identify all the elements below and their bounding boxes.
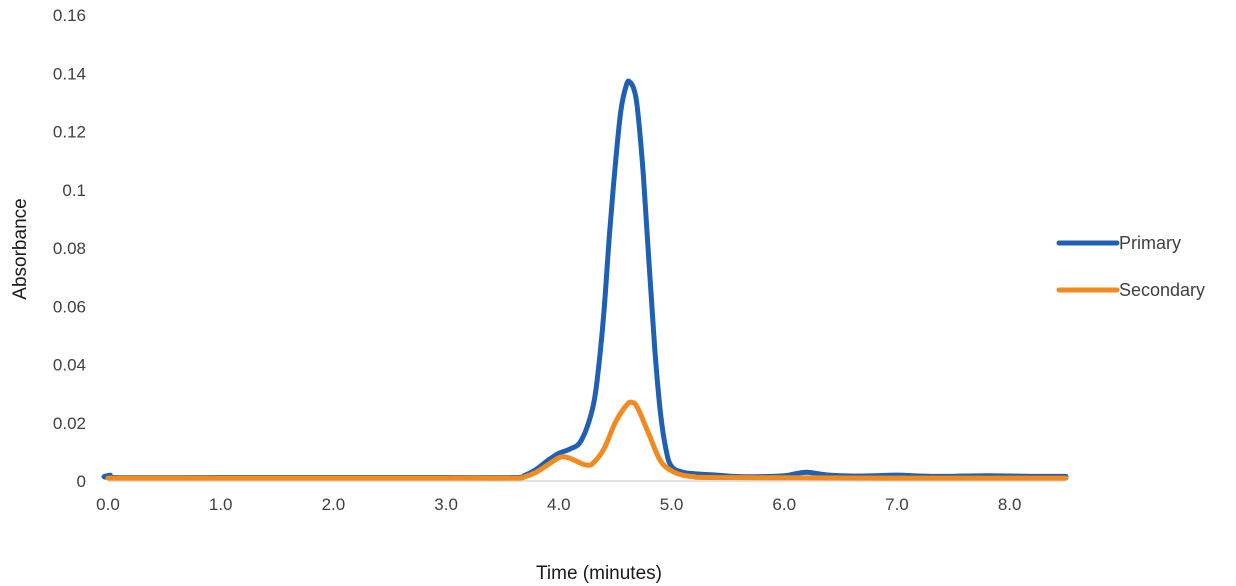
y-tick-labels: 0 0.02 0.04 0.06 0.08 0.1 0.12 0.14 0.16: [53, 6, 86, 491]
x-tick-labels: 0.0 1.0 2.0 3.0 4.0 5.0 6.0 7.0 8.0: [96, 495, 1021, 514]
series-line-primary: [101, 78, 1069, 481]
x-tick-label: 1.0: [209, 495, 233, 514]
y-tick-label: 0.06: [53, 297, 86, 316]
x-tick-label: 3.0: [434, 495, 458, 514]
y-axis-title: Absorbance: [10, 198, 31, 299]
x-tick-label: 5.0: [660, 495, 684, 514]
y-tick-label: 0.12: [53, 123, 86, 142]
legend-label-primary: Primary: [1119, 233, 1181, 253]
x-tick-label: 0.0: [96, 495, 120, 514]
x-tick-label: 4.0: [547, 495, 571, 514]
y-tick-label: 0: [77, 472, 86, 491]
y-tick-label: 0.08: [53, 239, 86, 258]
y-tick-label: 0.14: [53, 64, 86, 83]
x-tick-label: 8.0: [998, 495, 1022, 514]
series-line-secondary: [105, 399, 1069, 481]
y-tick-label: 0.04: [53, 356, 86, 375]
y-tick-label: 0.16: [53, 6, 86, 25]
x-tick-label: 7.0: [885, 495, 909, 514]
legend-label-secondary: Secondary: [1119, 280, 1205, 300]
y-tick-label: 0.02: [53, 414, 86, 433]
series-lines: [101, 78, 1069, 481]
x-tick-label: 6.0: [772, 495, 796, 514]
legend: Primary Secondary: [1056, 233, 1205, 300]
x-tick-label: 2.0: [322, 495, 346, 514]
x-axis-title: Time (minutes): [536, 563, 662, 584]
y-tick-label: 0.1: [62, 181, 86, 200]
